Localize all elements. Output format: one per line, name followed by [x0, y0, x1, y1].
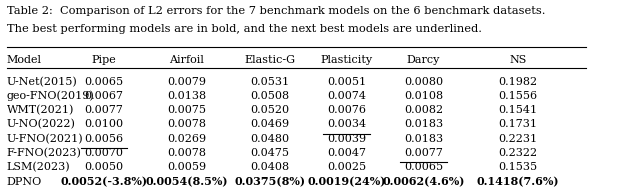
Text: 0.0531: 0.0531 [250, 77, 289, 86]
Text: 0.0077: 0.0077 [404, 148, 443, 158]
Text: 0.0056: 0.0056 [84, 134, 124, 144]
Text: 0.0520: 0.0520 [250, 105, 289, 115]
Text: 0.0034: 0.0034 [327, 119, 366, 129]
Text: 0.0070: 0.0070 [84, 148, 124, 158]
Text: 0.0065: 0.0065 [84, 77, 124, 86]
Text: Pipe: Pipe [92, 55, 116, 65]
Text: 0.0051: 0.0051 [327, 77, 366, 86]
Text: 0.0065: 0.0065 [404, 162, 443, 172]
Text: 0.0047: 0.0047 [327, 148, 366, 158]
Text: 0.0108: 0.0108 [404, 91, 443, 101]
Text: 0.0054(8.5%): 0.0054(8.5%) [146, 177, 228, 188]
Text: NS: NS [509, 55, 527, 65]
Text: 0.1541: 0.1541 [499, 105, 538, 115]
Text: Table 2:  Comparison of L2 errors for the 7 benchmark models on the 6 benchmark : Table 2: Comparison of L2 errors for the… [6, 6, 545, 16]
Text: 0.1982: 0.1982 [499, 77, 538, 86]
Text: 0.0138: 0.0138 [167, 91, 207, 101]
Text: 0.0079: 0.0079 [168, 77, 207, 86]
Text: 0.0052(-3.8%): 0.0052(-3.8%) [61, 177, 148, 188]
Text: 0.0100: 0.0100 [84, 119, 124, 129]
Text: 0.0082: 0.0082 [404, 105, 443, 115]
Text: 0.0469: 0.0469 [250, 119, 289, 129]
Text: Airfoil: Airfoil [170, 55, 204, 65]
Text: 0.0508: 0.0508 [250, 91, 289, 101]
Text: 0.1731: 0.1731 [499, 119, 538, 129]
Text: 0.0075: 0.0075 [168, 105, 207, 115]
Text: 0.0183: 0.0183 [404, 119, 443, 129]
Text: The best performing models are in bold, and the next best models are underlined.: The best performing models are in bold, … [6, 24, 482, 34]
Text: 0.0019(24%): 0.0019(24%) [307, 177, 386, 188]
Text: 0.0076: 0.0076 [327, 105, 366, 115]
Text: 0.1535: 0.1535 [499, 162, 538, 172]
Text: Plasticity: Plasticity [321, 55, 372, 65]
Text: 0.0078: 0.0078 [168, 119, 207, 129]
Text: WMT(2021): WMT(2021) [6, 105, 74, 115]
Text: LSM(2023): LSM(2023) [6, 162, 70, 173]
Text: 0.0183: 0.0183 [404, 134, 443, 144]
Text: 0.0039: 0.0039 [327, 134, 366, 144]
Text: 0.2231: 0.2231 [499, 134, 538, 144]
Text: 0.0025: 0.0025 [327, 162, 366, 172]
Text: Elastic-G: Elastic-G [244, 55, 295, 65]
Text: 0.0375(8%): 0.0375(8%) [234, 177, 305, 188]
Text: 0.0062(4.6%): 0.0062(4.6%) [382, 177, 465, 188]
Text: U-Net(2015): U-Net(2015) [6, 77, 77, 87]
Text: 0.0074: 0.0074 [327, 91, 366, 101]
Text: geo-FNO(2019): geo-FNO(2019) [6, 91, 94, 101]
Text: U-FNO(2021): U-FNO(2021) [6, 134, 83, 144]
Text: 0.1556: 0.1556 [499, 91, 538, 101]
Text: 0.1418(7.6%): 0.1418(7.6%) [477, 177, 559, 188]
Text: 0.0078: 0.0078 [168, 148, 207, 158]
Text: Model: Model [6, 55, 42, 65]
Text: 0.0475: 0.0475 [250, 148, 289, 158]
Text: DPNO: DPNO [6, 177, 42, 186]
Text: Darcy: Darcy [406, 55, 440, 65]
Text: 0.2322: 0.2322 [499, 148, 538, 158]
Text: 0.0067: 0.0067 [84, 91, 124, 101]
Text: U-NO(2022): U-NO(2022) [6, 119, 76, 130]
Text: 0.0408: 0.0408 [250, 162, 289, 172]
Text: 0.0080: 0.0080 [404, 77, 443, 86]
Text: 0.0077: 0.0077 [84, 105, 124, 115]
Text: 0.0480: 0.0480 [250, 134, 289, 144]
Text: 0.0050: 0.0050 [84, 162, 124, 172]
Text: F-FNO(2023): F-FNO(2023) [6, 148, 81, 158]
Text: 0.0269: 0.0269 [167, 134, 207, 144]
Text: 0.0059: 0.0059 [167, 162, 207, 172]
